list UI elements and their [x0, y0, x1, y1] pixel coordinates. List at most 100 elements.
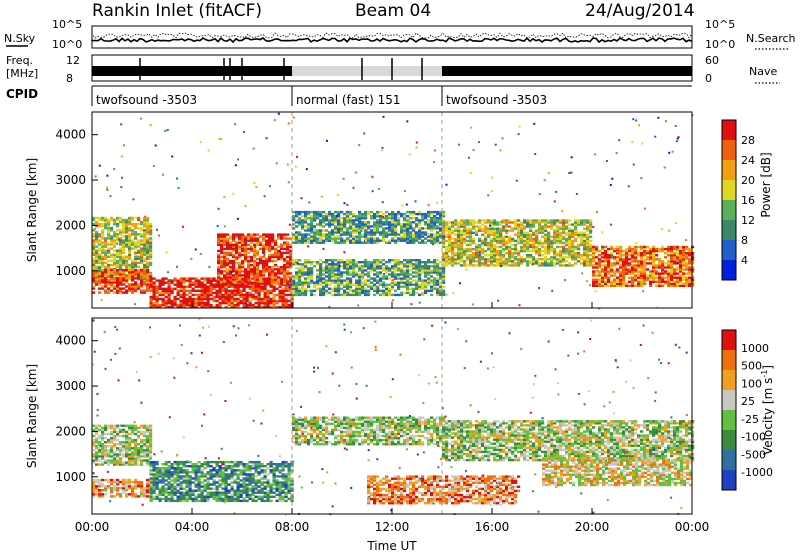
pixel-7: [616, 282, 620, 285]
pixel-0: [149, 233, 153, 236]
pixel-5: [364, 287, 368, 290]
pixel-0: [137, 449, 141, 452]
pixel-6: [583, 252, 587, 255]
pixel-7: [685, 280, 689, 283]
pixel-6: [538, 258, 542, 261]
pixel-3: [256, 272, 260, 275]
pixel-7: [610, 264, 614, 267]
pixel-4: [430, 225, 434, 228]
pixel-6: [493, 247, 497, 251]
pixel-5: [325, 285, 329, 288]
pixel-6: [493, 239, 497, 243]
pixel-6: [451, 256, 455, 259]
pixel-0: [98, 261, 102, 265]
pixel-6: [556, 258, 560, 261]
pixel-7: [613, 278, 617, 281]
pixel-5: [295, 287, 299, 290]
pixel-6: [517, 237, 521, 241]
pixel-0: [119, 430, 123, 434]
pixel-7: [691, 245, 695, 249]
pixel-7: [652, 245, 656, 249]
pixel-2: [203, 283, 207, 286]
pixel-0: [125, 225, 129, 228]
pixel-7: [631, 276, 635, 279]
pixel-4: [310, 239, 314, 242]
pixel-3: [271, 253, 275, 257]
pixel-6: [466, 219, 470, 222]
pixel-7: [667, 278, 671, 281]
pixel-0: [104, 432, 108, 436]
pixel-5: [298, 259, 302, 262]
pixel-6: [571, 231, 575, 234]
pixel-1: [98, 281, 102, 284]
pixel-4: [370, 237, 374, 240]
pixel-5: [415, 265, 419, 268]
pixel-5: [385, 285, 389, 288]
pixel-6: [499, 223, 503, 226]
pixel-3: [244, 282, 248, 285]
pixel-7: [682, 268, 686, 271]
pixel-6: [502, 235, 506, 238]
pixel-5: [346, 271, 350, 274]
pixel-5: [415, 287, 419, 290]
pixel-0: [146, 261, 150, 265]
pixel-6: [460, 231, 464, 234]
pixel-4: [433, 233, 437, 236]
pixel-0: [131, 265, 135, 269]
pixel-6: [451, 223, 455, 226]
pixel-2: [272, 287, 276, 290]
pixel-5: [406, 291, 410, 295]
pixel-4: [394, 233, 398, 236]
scatter-pixel: [538, 193, 541, 196]
pixel-2: [209, 303, 213, 307]
pixel-4: [346, 212, 350, 216]
pixel-1: [113, 277, 117, 280]
pixel-7: [628, 264, 632, 267]
pixel-0: [125, 259, 129, 263]
pixel-3: [247, 233, 251, 236]
pixel-7: [640, 252, 644, 255]
pixel-0: [149, 428, 153, 432]
pixel-4: [337, 229, 341, 232]
pixel-4: [361, 225, 365, 228]
pixel-6: [586, 252, 590, 255]
scatter-pixel: [94, 175, 97, 178]
pixel-2: [161, 283, 165, 286]
pixel-5: [400, 267, 404, 270]
pixel-7: [634, 256, 638, 259]
pixel-0: [146, 461, 150, 464]
pixel-6: [466, 247, 470, 251]
pixel-6: [487, 227, 491, 230]
pixel-5: [301, 293, 305, 297]
pixel-6: [538, 252, 542, 255]
pixel-7: [613, 280, 617, 283]
pixel-1: [128, 283, 132, 286]
pixel-7: [601, 278, 605, 281]
pixel-7: [673, 272, 677, 275]
pixel-2: [239, 293, 243, 297]
pixel-6: [583, 249, 587, 253]
scatter-pixel: [605, 277, 608, 280]
pixel-5: [430, 281, 434, 284]
pixel-6: [526, 225, 530, 228]
pixel-3: [223, 253, 227, 257]
pixel-1: [107, 289, 111, 292]
pixel-6: [472, 225, 476, 228]
pixel-7: [649, 254, 653, 257]
pixel-0: [101, 463, 105, 466]
pixel-0: [119, 243, 123, 246]
pixel-6: [457, 252, 461, 255]
pixel-2: [233, 283, 237, 286]
pixel-4: [358, 217, 362, 220]
pixel-6: [472, 247, 476, 251]
pixel-4: [403, 212, 407, 216]
pixel-5: [442, 271, 446, 274]
pixel-0: [134, 231, 138, 234]
pixel-5: [421, 261, 425, 264]
pixel-5: [415, 267, 419, 270]
pixel-0: [149, 438, 153, 442]
pixel-1: [131, 291, 135, 294]
pixel-4: [319, 237, 323, 240]
pixel-3: [229, 272, 233, 275]
pixel-5: [406, 259, 410, 262]
